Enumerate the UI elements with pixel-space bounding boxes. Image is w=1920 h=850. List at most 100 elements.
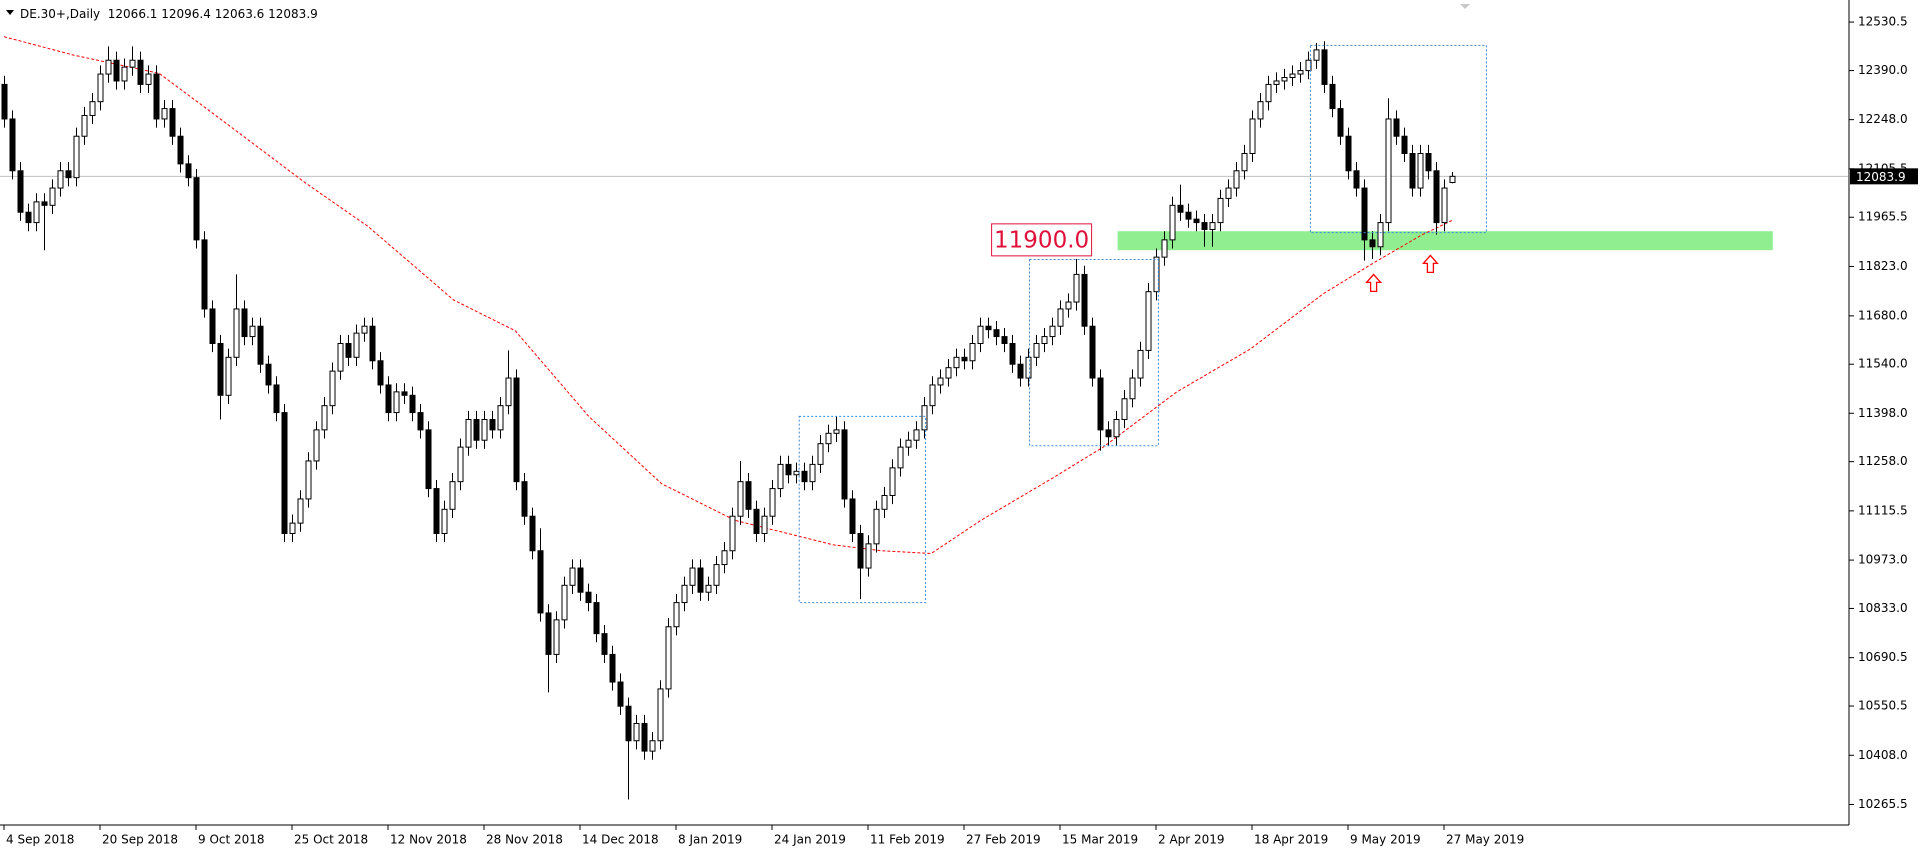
candle-body — [953, 356, 960, 369]
candle-body — [361, 325, 368, 334]
candle-body — [345, 342, 352, 358]
candle-body — [505, 377, 512, 407]
candle-body — [993, 329, 1000, 338]
candle-body — [1297, 70, 1304, 75]
candle-body — [625, 705, 632, 742]
candle-body — [433, 488, 440, 534]
y-tick-label: 11398.0 — [1858, 406, 1908, 420]
candle-body — [745, 481, 752, 510]
candle-body — [233, 308, 240, 358]
candle-body — [785, 463, 792, 476]
candle-body — [529, 515, 536, 552]
candle-body — [633, 722, 640, 742]
candle-body — [465, 418, 472, 448]
candle-body — [1073, 273, 1080, 303]
candle-body — [1185, 211, 1192, 220]
candle-body — [1081, 273, 1088, 327]
candle-body — [681, 584, 688, 604]
candle-body — [1265, 83, 1272, 103]
candle-body — [1329, 83, 1336, 110]
moving-average — [3, 36, 1453, 555]
candle-body — [569, 567, 576, 586]
candle-body — [521, 481, 528, 517]
x-tick-label: 20 Sep 2018 — [102, 833, 178, 847]
level-label-box — [991, 223, 1093, 257]
candle-body — [585, 591, 592, 604]
candle-body — [41, 201, 48, 206]
candle-body — [1193, 218, 1200, 224]
candle-body — [713, 564, 720, 586]
candle-body — [257, 325, 264, 365]
candle-body — [97, 73, 104, 103]
x-tick-label: 12 Nov 2018 — [390, 833, 467, 847]
candle-body — [857, 532, 864, 569]
candle-body — [913, 429, 920, 441]
candle-body — [1433, 170, 1440, 224]
candle-body — [905, 439, 912, 448]
candle-body — [649, 740, 656, 752]
y-tick-label: 11965.5 — [1858, 210, 1908, 224]
candle-body — [105, 59, 112, 75]
candle-body — [1017, 363, 1024, 379]
candle-body — [1417, 153, 1424, 189]
candle-body — [1121, 398, 1128, 420]
candle-body — [985, 325, 992, 331]
candle-body — [833, 429, 840, 434]
x-tick-label: 8 Jan 2019 — [678, 833, 742, 847]
candle-body — [1441, 187, 1448, 224]
candle-body — [225, 356, 232, 396]
high-value: 12096.4 — [161, 7, 211, 21]
candle-body — [417, 412, 424, 431]
candle-body — [697, 567, 704, 593]
candle-body — [489, 418, 496, 431]
candle-body — [761, 515, 768, 534]
candle-body — [601, 633, 608, 655]
x-tick-label: 25 Oct 2018 — [294, 833, 368, 847]
candle-body — [1369, 239, 1376, 248]
candle-body — [873, 508, 880, 545]
candle-body — [1137, 349, 1144, 379]
candle-body — [1409, 153, 1416, 189]
candle-body — [553, 619, 560, 655]
candle-body — [865, 543, 872, 569]
y-tick-label: 11258.0 — [1858, 454, 1908, 468]
candle-body — [1169, 204, 1176, 241]
candle-body — [641, 722, 648, 752]
candle-body — [25, 211, 32, 224]
y-tick-label: 10408.0 — [1858, 748, 1908, 762]
candle-body — [1393, 118, 1400, 137]
x-tick-label: 9 May 2019 — [1350, 833, 1421, 847]
candle-body — [329, 370, 336, 407]
candle-body — [937, 377, 944, 386]
candle-body — [689, 567, 696, 586]
arrow-up — [1365, 273, 1383, 293]
close-value: 12083.9 — [268, 7, 318, 21]
candle-body — [89, 101, 96, 117]
consolidation-box — [1029, 259, 1159, 447]
low-value: 12063.6 — [215, 7, 265, 21]
candle-body — [249, 325, 256, 338]
support-zone — [1117, 231, 1773, 251]
level-label: 11900.0 — [994, 227, 1089, 253]
candle-body — [481, 418, 488, 441]
plot: 11900.0 — [0, 36, 1848, 800]
x-tick-label: 2 Apr 2019 — [1158, 833, 1225, 847]
candle-body — [961, 356, 968, 362]
candle-body — [1225, 187, 1232, 199]
candle-body — [801, 470, 808, 483]
y-tick-label: 12248.0 — [1858, 112, 1908, 126]
candle-body — [1377, 222, 1384, 248]
candle-body — [1233, 170, 1240, 189]
candle-body — [265, 363, 272, 386]
candle-body — [313, 429, 320, 462]
y-tick-label: 11115.5 — [1858, 503, 1908, 517]
candle-body — [1361, 187, 1368, 241]
candle-body — [177, 135, 184, 165]
candle-body — [921, 405, 928, 431]
y-tick-label: 10265.5 — [1858, 797, 1908, 811]
candle-body — [545, 612, 552, 655]
candle-body — [1337, 108, 1344, 137]
candle-body — [33, 201, 40, 224]
candle-body — [385, 384, 392, 414]
